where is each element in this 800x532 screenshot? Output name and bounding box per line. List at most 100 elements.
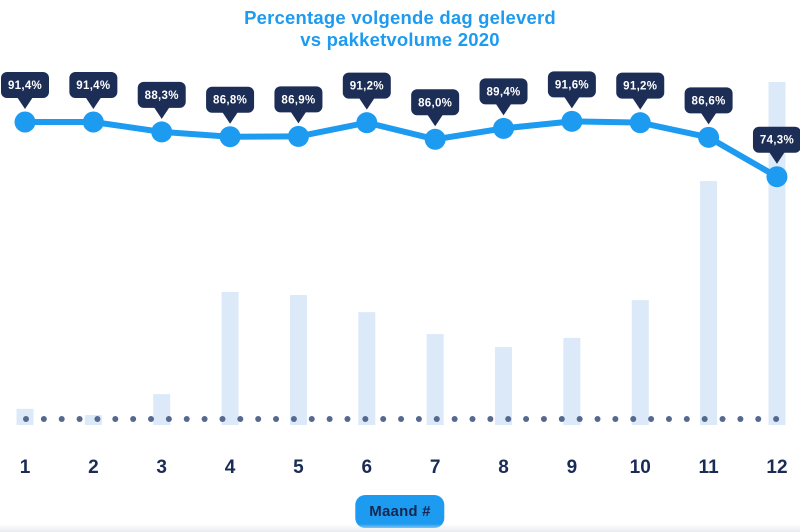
baseline-dot <box>505 416 512 422</box>
volume-bar-month-5 <box>289 295 307 425</box>
x-tick-label-5: 5 <box>293 457 304 478</box>
baseline-dot <box>665 416 672 422</box>
line-marker-month-8 <box>493 117 515 139</box>
volume-bar-month-3 <box>153 394 171 425</box>
value-callout-month-2: 91,4% <box>69 72 118 109</box>
line-marker-month-3 <box>151 121 173 143</box>
baseline-dot <box>308 416 315 422</box>
baseline-dot <box>380 416 387 422</box>
chart-title-line2: vs pakketvolume 2020 <box>300 29 500 50</box>
baseline-dot <box>165 416 172 422</box>
baseline-dot <box>23 416 29 422</box>
baseline-dot <box>755 416 762 422</box>
baseline-dot <box>415 416 422 422</box>
baseline-dot <box>558 416 565 422</box>
value-callout-label: 86,6% <box>692 95 726 107</box>
value-callout-label: 86,9% <box>281 94 315 106</box>
value-callout-label: 86,0% <box>418 97 452 109</box>
baseline-dot <box>487 416 494 422</box>
line-marker-month-6 <box>356 112 378 134</box>
x-tick-label-12: 12 <box>766 457 787 478</box>
value-callout-month-4: 86,8% <box>206 86 255 124</box>
baseline-dot <box>130 416 137 422</box>
percentage-line <box>22 118 780 180</box>
baseline-dot <box>648 416 655 422</box>
value-callout-label: 86,8% <box>213 95 247 107</box>
baseline-dot <box>683 416 690 422</box>
line-marker-month-11 <box>698 126 720 148</box>
line-marker-month-10 <box>629 112 651 134</box>
x-tick-label-1: 1 <box>20 457 31 478</box>
value-callout-month-12: 74,3% <box>752 126 800 164</box>
x-tick-label-2: 2 <box>88 457 99 478</box>
baseline-dot <box>40 416 47 422</box>
line-marker-month-7 <box>424 128 446 150</box>
baseline-dot <box>398 416 405 422</box>
value-callout-label: 88,3% <box>145 90 179 102</box>
x-tick-label-8: 8 <box>498 457 509 478</box>
value-callout-label: 91,6% <box>555 79 589 91</box>
volume-bar-month-7 <box>426 334 444 425</box>
baseline-dot <box>148 416 155 422</box>
value-callout-label: 91,4% <box>76 80 110 92</box>
baseline-dot <box>630 416 637 422</box>
value-callout-label: 91,2% <box>623 81 657 93</box>
line-marker-month-4 <box>219 126 241 148</box>
x-tick-label-11: 11 <box>699 457 720 478</box>
baseline-dot <box>183 416 190 422</box>
baseline-dot <box>76 416 83 422</box>
baseline-dot <box>273 416 280 422</box>
baseline-dot <box>612 416 619 422</box>
baseline-dot <box>469 416 476 422</box>
x-axis-title-badge: Maand # <box>355 495 445 528</box>
x-tick-label-3: 3 <box>156 457 167 478</box>
baseline-dot <box>255 416 262 422</box>
volume-bar-month-2 <box>84 415 102 425</box>
value-callout-label: 91,4% <box>8 80 42 92</box>
volume-bar-month-10 <box>631 300 649 425</box>
chart-title-line1: Percentage volgende dag geleverd <box>244 7 556 28</box>
volume-bar-month-4 <box>221 291 239 425</box>
value-callout-month-9: 91,6% <box>547 71 596 109</box>
value-callout-label: 89,4% <box>486 86 520 98</box>
baseline-dot <box>290 416 297 422</box>
x-tick-label-7: 7 <box>430 457 441 478</box>
x-tick-label-4: 4 <box>225 457 236 478</box>
baseline-dot <box>362 416 369 422</box>
baseline-dot <box>523 416 530 422</box>
baseline-dot <box>237 416 244 422</box>
baseline-dot <box>737 416 744 422</box>
volume-bar-month-8 <box>495 347 513 425</box>
bottom-fade <box>0 524 800 532</box>
baseline-dot <box>94 416 101 422</box>
volume-bar-month-9 <box>563 337 581 425</box>
x-tick-label-6: 6 <box>362 457 373 478</box>
baseline-dot <box>701 416 708 422</box>
baseline-dot <box>576 416 583 422</box>
x-tick-label-10: 10 <box>630 457 651 478</box>
line-marker-month-9 <box>561 110 583 132</box>
x-tick-label-9: 9 <box>567 457 578 478</box>
value-callout-month-5: 86,9% <box>274 86 323 124</box>
line-marker-month-1 <box>14 111 36 133</box>
chart-title: Percentage volgende dag geleverd vs pakk… <box>0 7 800 51</box>
volume-bar-month-6 <box>358 312 376 425</box>
baseline-dot <box>451 416 458 422</box>
value-callout-month-10: 91,2% <box>616 72 665 110</box>
value-callout-label: 91,2% <box>350 81 384 93</box>
baseline-dot <box>326 416 333 422</box>
baseline-dot <box>594 416 601 422</box>
value-callout-month-1: 91,4% <box>1 72 49 109</box>
baseline-dot <box>719 416 726 422</box>
value-callout-month-7: 86,0% <box>411 89 460 127</box>
value-callout-label: 74,3% <box>760 135 794 147</box>
baseline-dot <box>773 416 780 422</box>
baseline-dot <box>433 416 440 422</box>
baseline-dot <box>540 416 547 422</box>
baseline-dot <box>112 416 119 422</box>
baseline-dot <box>58 416 65 422</box>
volume-bar-month-11 <box>700 181 718 425</box>
baseline-dot <box>344 416 351 422</box>
line-marker-month-2 <box>82 111 104 133</box>
